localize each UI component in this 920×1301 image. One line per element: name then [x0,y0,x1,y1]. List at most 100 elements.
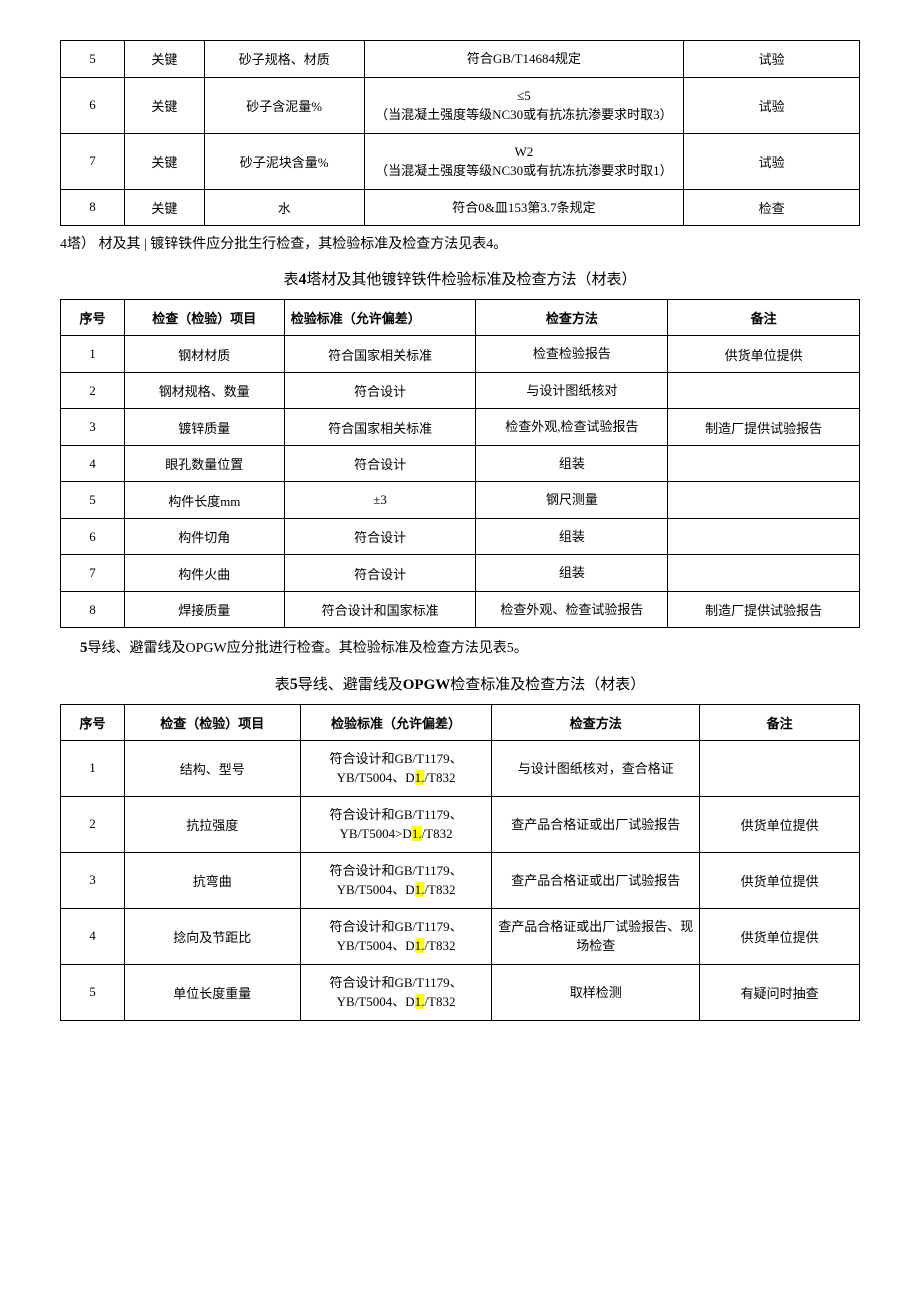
cell-method: 查产品合格证或出厂试验报告 [492,796,700,852]
cell-item: 砂子规格、材质 [204,41,364,78]
cell-seq: 5 [61,482,125,519]
cell-item: 钢材材质 [124,336,284,373]
highlight-text: 1. [415,882,425,897]
title5-bold: OPGW [403,677,451,693]
cell-note: 制造厂提供试验报告 [668,409,860,446]
cell-standard: 符合设计和GB/T1179、YB/T5004、D1./T832 [300,852,492,908]
highlight-text: 1. [415,938,425,953]
table-4: 序号 检查（检验）项目 检验标准（允许偏差） 检查方法 备注 1钢材材质符合国家… [60,299,860,628]
cell-standard: 符合国家相关标准 [284,336,476,373]
cell-method: 试验 [684,133,860,189]
cell-standard: 符合0&皿153第3.7条规定 [364,189,684,226]
cell-standard: ≤5（当混凝土强度等级NC30或有抗冻抗渗要求时取3） [364,77,684,133]
table-row: 8焊接质量符合设计和国家标准检查外观、检查试验报告制造厂提供试验报告 [61,591,860,628]
cell-item: 钢材规格、数量 [124,372,284,409]
table-4-header-row: 序号 检查（检验）项目 检验标准（允许偏差） 检查方法 备注 [61,300,860,336]
table-3-partial: 5关键砂子规格、材质符合GB/T14684规定试验6关键砂子含泥量%≤5（当混凝… [60,40,860,226]
cell-seq: 7 [61,133,125,189]
cell-note [668,372,860,409]
cell-seq: 4 [61,445,125,482]
t5-h-item: 检查（检验）项目 [124,704,300,740]
title5-pre: 表 [275,677,290,693]
cell-method: 检查检验报告 [476,336,668,373]
t4-h-seq: 序号 [61,300,125,336]
cell-method: 检查外观、检查试验报告 [476,591,668,628]
cell-standard: 符合设计 [284,445,476,482]
cell-type: 关键 [124,189,204,226]
table-row: 1结构、型号符合设计和GB/T1179、YB/T5004、D1./T832与设计… [61,740,860,796]
intro5-lead: 5 [80,640,88,656]
table-row: 4眼孔数量位置符合设计组装 [61,445,860,482]
cell-method: 组装 [476,445,668,482]
table-row: 4捻向及节距比符合设计和GB/T1179、YB/T5004、D1./T832查产… [61,908,860,964]
intro4-prefix: 4塔） [60,237,95,252]
cell-note [668,482,860,519]
table-row: 6构件切角符合设计组装 [61,518,860,555]
cell-standard: 符合设计和国家标准 [284,591,476,628]
t5-h-seq: 序号 [61,704,125,740]
cell-seq: 2 [61,796,125,852]
t5-h-method: 检查方法 [492,704,700,740]
cell-item: 捻向及节距比 [124,908,300,964]
title5-post: 检查标准及检查方法（材表） [450,677,645,693]
table-row: 3镀锌质量符合国家相关标准检查外观,检查试验报告制造厂提供试验报告 [61,409,860,446]
table-row: 8关键水符合0&皿153第3.7条规定检查 [61,189,860,226]
cell-standard: 符合设计和GB/T1179、YB/T5004>D1./T832 [300,796,492,852]
cell-method: 组装 [476,555,668,592]
cell-note [700,740,860,796]
cell-standard: 符合设计 [284,518,476,555]
table-row: 5构件长度mm±3钢尺测量 [61,482,860,519]
cell-type: 关键 [124,133,204,189]
table-4-title: 表4塔材及其他镀锌铁件检验标准及检查方法（材表） [60,268,860,289]
cell-standard: 符合设计 [284,555,476,592]
highlight-text: 1. [415,770,425,785]
title4-text: 塔材及其他镀锌铁件检验标准及检查方法（材表） [307,272,637,288]
cell-note: 有疑问时抽查 [700,964,860,1020]
cell-seq: 7 [61,555,125,592]
table-row: 3抗弯曲符合设计和GB/T1179、YB/T5004、D1./T832查产品合格… [61,852,860,908]
cell-item: 抗拉强度 [124,796,300,852]
cell-item: 结构、型号 [124,740,300,796]
cell-method: 检查 [684,189,860,226]
cell-item: 眼孔数量位置 [124,445,284,482]
cell-seq: 8 [61,189,125,226]
cell-seq: 1 [61,336,125,373]
t5-h-note: 备注 [700,704,860,740]
title4-pre: 表 [283,272,298,288]
cell-item: 单位长度重量 [124,964,300,1020]
cell-item: 砂子泥块含量% [204,133,364,189]
highlight-text: 1. [415,994,425,1009]
cell-seq: 3 [61,409,125,446]
cell-method: 与设计图纸核对 [476,372,668,409]
cell-note: 制造厂提供试验报告 [668,591,860,628]
cell-seq: 3 [61,852,125,908]
cell-standard: 符合国家相关标准 [284,409,476,446]
table-row: 6关键砂子含泥量%≤5（当混凝土强度等级NC30或有抗冻抗渗要求时取3）试验 [61,77,860,133]
cell-seq: 2 [61,372,125,409]
cell-seq: 4 [61,908,125,964]
cell-standard: 符合设计和GB/T1179、YB/T5004、D1./T832 [300,740,492,796]
cell-item: 抗弯曲 [124,852,300,908]
cell-standard: 符合设计 [284,372,476,409]
table-row: 7构件火曲符合设计组装 [61,555,860,592]
t4-h-std: 检验标准（允许偏差） [284,300,476,336]
cell-method: 钢尺测量 [476,482,668,519]
cell-item: 砂子含泥量% [204,77,364,133]
cell-type: 关键 [124,41,204,78]
t4-h-method: 检查方法 [476,300,668,336]
cell-standard: ±3 [284,482,476,519]
cell-note [668,518,860,555]
title5-mid: 导线、避雷线及 [298,677,403,693]
cell-note [668,445,860,482]
intro4-text: 材及其 | 镀锌铁件应分批生行检查，其检验标准及检查方法见表4。 [99,237,508,252]
t4-h-std-text: 检验标准（允许偏差） [291,311,421,326]
table-row: 1钢材材质符合国家相关标准检查检验报告供货单位提供 [61,336,860,373]
table-5-title: 表5导线、避雷线及OPGW检查标准及检查方法（材表） [60,673,860,694]
table-5: 序号 检查（检验）项目 检验标准（允许偏差） 检查方法 备注 1结构、型号符合设… [60,704,860,1021]
highlight-text: 1. [412,826,422,841]
cell-seq: 6 [61,77,125,133]
cell-seq: 1 [61,740,125,796]
title4-num: 4 [299,271,307,288]
intro-text-5: 5导线、避雷线及OPGW应分批进行检查。其检验标准及检查方法见表5。 [80,636,860,660]
cell-method: 组装 [476,518,668,555]
